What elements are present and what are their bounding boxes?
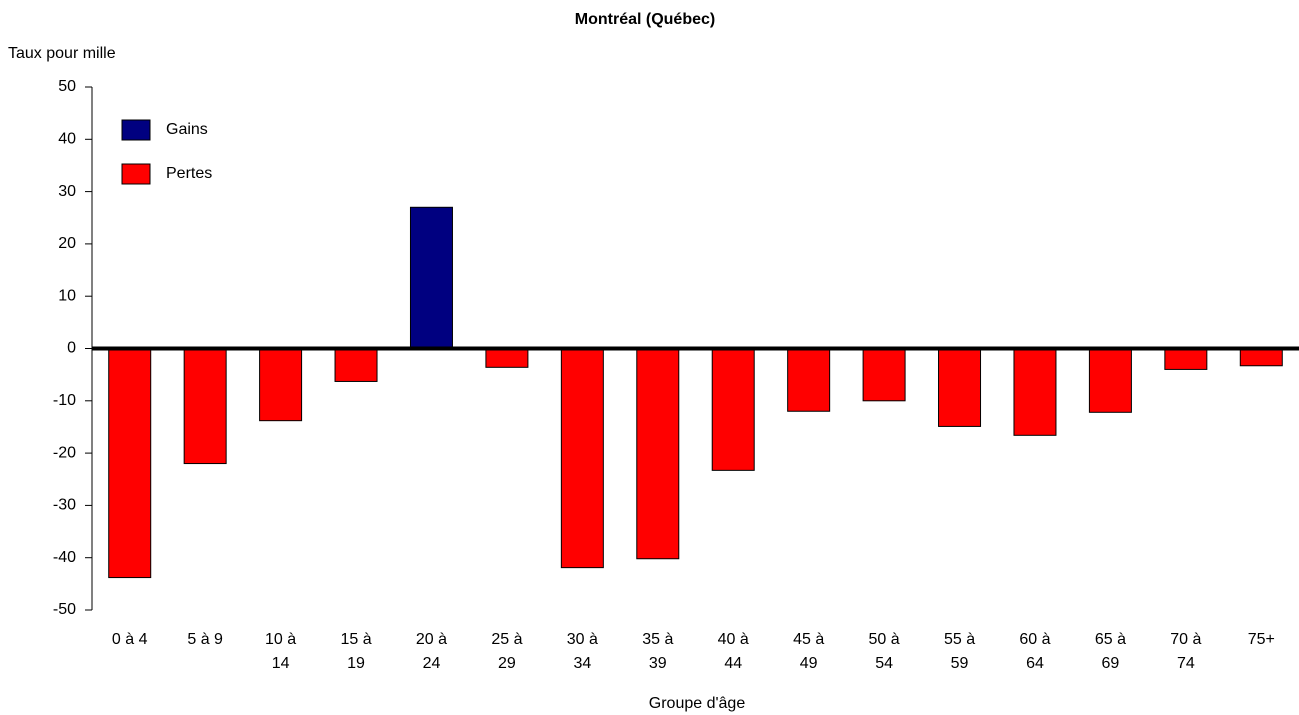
y-tick-label: 20 <box>58 235 76 252</box>
legend-label: Pertes <box>166 165 212 182</box>
bar <box>862 348 906 402</box>
bar <box>636 348 680 560</box>
legend-swatch <box>121 119 151 141</box>
bar <box>1088 348 1132 413</box>
y-tick-label: 30 <box>58 183 76 200</box>
x-tick-label: 35 à 39 <box>642 631 674 672</box>
bar <box>485 348 529 368</box>
bar <box>334 348 378 382</box>
bar <box>1013 348 1057 436</box>
y-tick-label: -20 <box>53 444 76 461</box>
bar <box>938 348 982 427</box>
bar <box>787 348 831 412</box>
y-tick-label: -50 <box>53 601 76 618</box>
bar <box>183 348 227 465</box>
legend-swatch <box>121 163 151 185</box>
y-tick-label: 0 <box>67 340 76 357</box>
y-tick-label: 10 <box>58 287 76 304</box>
bar <box>711 348 755 471</box>
y-tick-label: 40 <box>58 131 76 148</box>
x-tick-label: 50 à 54 <box>868 631 900 672</box>
x-tick-label: 5 à 9 <box>187 631 223 648</box>
bar <box>1164 348 1208 370</box>
x-tick-label: 15 à 19 <box>340 631 372 672</box>
x-tick-label: 70 à 74 <box>1170 631 1202 672</box>
bar <box>1239 348 1283 367</box>
x-tick-label: 25 à 29 <box>491 631 523 672</box>
x-tick-label: 20 à 24 <box>415 631 448 672</box>
x-tick-label: 60 à 64 <box>1019 631 1051 672</box>
x-tick-label: 75+ <box>1247 631 1275 648</box>
x-axis-title: Groupe d'âge <box>649 695 746 712</box>
x-tick-label: 10 à 14 <box>265 631 297 672</box>
x-tick-label: 0 à 4 <box>111 631 148 648</box>
legend-label: Gains <box>166 121 208 138</box>
x-tick-label: 40 à 44 <box>717 631 749 672</box>
x-tick-label: 30 à 34 <box>566 631 598 672</box>
bar <box>560 348 604 569</box>
x-tick-label: 45 à 49 <box>793 631 825 672</box>
chart-title: Montréal (Québec) <box>575 11 715 28</box>
y-tick-label: -30 <box>53 497 76 514</box>
x-tick-label: 55 à 59 <box>943 631 976 672</box>
y-tick-label: -10 <box>53 392 76 409</box>
y-tick-label: 50 <box>58 78 76 95</box>
bar <box>108 348 152 579</box>
y-axis-title: Taux pour mille <box>8 45 116 62</box>
y-tick-label: -40 <box>53 549 76 566</box>
bar <box>259 348 303 422</box>
bar <box>409 206 453 349</box>
x-tick-label: 65 à 69 <box>1094 631 1126 672</box>
